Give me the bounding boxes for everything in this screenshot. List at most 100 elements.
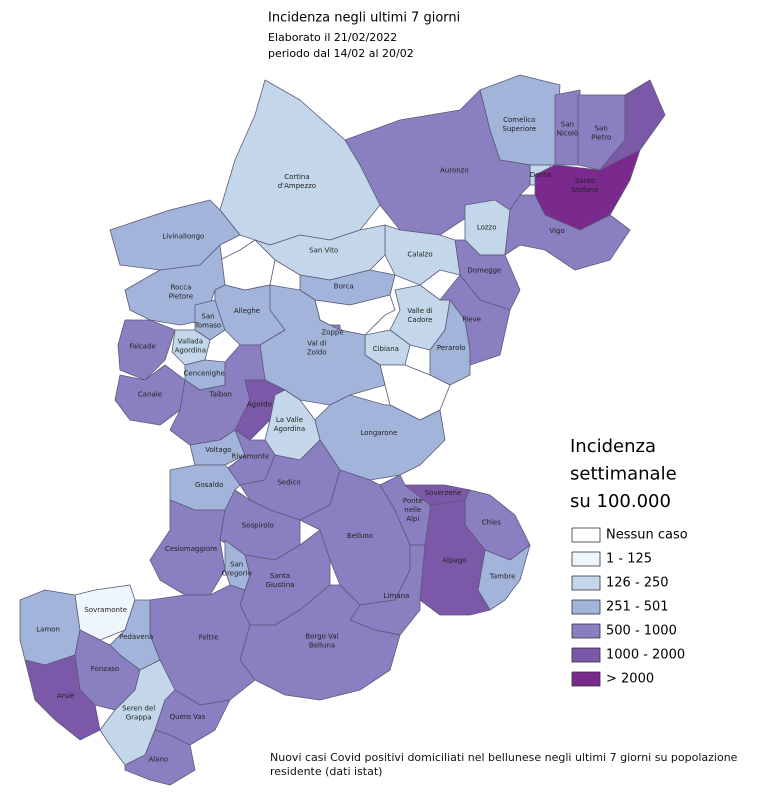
municipality-label: Grappa bbox=[126, 714, 152, 722]
legend-swatch bbox=[571, 527, 601, 543]
municipality-label: San Vito bbox=[309, 246, 338, 254]
municipality bbox=[117, 319, 176, 381]
municipality-label: Alpi bbox=[406, 515, 419, 523]
municipality-label: La Valle bbox=[276, 416, 303, 424]
map-period: periodo dal 14/02 al 20/02 bbox=[268, 47, 414, 60]
municipality-label: Superiore bbox=[502, 125, 536, 133]
municipality-label: Zoldo bbox=[307, 349, 327, 357]
municipality-label: Sedico bbox=[277, 479, 300, 487]
municipality-label: Gosaldo bbox=[195, 481, 223, 489]
legend-swatch bbox=[571, 551, 601, 567]
municipality-label: Soverzene bbox=[425, 489, 462, 497]
municipalities: ComelicoSuperioreSanNicolòSanPietroDanta… bbox=[19, 74, 666, 786]
municipality-label: Vigo bbox=[549, 227, 564, 235]
municipality-label: Belluno bbox=[347, 532, 373, 540]
legend-swatch bbox=[571, 623, 601, 639]
municipality-label: Domegge bbox=[467, 267, 501, 275]
municipality-label: Alleghe bbox=[234, 307, 260, 315]
municipality-label: Alano bbox=[148, 755, 168, 763]
municipality-label: Vallada bbox=[178, 338, 203, 346]
municipality-label: Rocca bbox=[171, 284, 192, 292]
municipality-label: Livinallongo bbox=[162, 233, 204, 241]
municipality-label: Nicolò bbox=[557, 129, 579, 137]
municipality-label: Seren del bbox=[122, 705, 155, 713]
municipality-label: Lamon bbox=[36, 625, 60, 633]
municipality bbox=[24, 654, 101, 741]
municipality-label: Pietore bbox=[169, 293, 193, 301]
municipality-label: Santo bbox=[575, 177, 595, 185]
legend-title: su 100.000 bbox=[570, 491, 671, 512]
municipality-label: Cencenighe bbox=[183, 370, 224, 378]
municipality bbox=[504, 194, 631, 271]
municipality-label: Sospirolo bbox=[242, 522, 274, 530]
legend-swatch bbox=[571, 671, 601, 687]
municipality bbox=[124, 729, 196, 786]
municipality-label: Sovramonte bbox=[84, 606, 127, 614]
municipality-label: d'Ampezzo bbox=[278, 182, 316, 190]
municipality-label: Giustina bbox=[266, 581, 295, 589]
municipality-label: Borca bbox=[334, 282, 354, 290]
legend-swatch bbox=[571, 575, 601, 591]
legend: Incidenza settimanale su 100.000 Nessun cas… bbox=[570, 436, 688, 687]
municipality-label: Canale bbox=[138, 390, 162, 398]
municipality-label: Cibiana bbox=[373, 345, 399, 353]
legend-title: settimanale bbox=[570, 464, 677, 485]
municipality-label: Perarolo bbox=[437, 344, 466, 352]
municipality bbox=[219, 79, 381, 246]
municipality-label: Arsiè bbox=[57, 692, 75, 700]
municipality-label: Agordo bbox=[247, 400, 272, 408]
municipality-label: Falcade bbox=[129, 342, 156, 350]
municipality-label: Tomaso bbox=[194, 322, 221, 330]
municipality-label: San bbox=[201, 313, 214, 321]
municipality-label: Lozzo bbox=[477, 224, 497, 232]
legend-label: 500 - 1000 bbox=[606, 624, 677, 639]
municipality-label: Pietro bbox=[591, 134, 611, 142]
municipality-label: Longarone bbox=[360, 429, 397, 437]
municipality-label: Santa bbox=[270, 572, 290, 580]
municipality-label: Cesiomaggiore bbox=[165, 545, 217, 553]
municipality-label: Stefano bbox=[572, 186, 599, 194]
municipality bbox=[384, 224, 461, 286]
municipality-label: Zoppè bbox=[321, 329, 343, 337]
municipality-label: Valle di bbox=[407, 307, 432, 315]
municipality-label: Chies bbox=[482, 519, 502, 527]
municipality bbox=[194, 299, 226, 341]
map-title: Incidenza negli ultimi 7 giorni bbox=[268, 11, 460, 26]
legend-title: Incidenza bbox=[570, 436, 656, 457]
municipality-label: San bbox=[595, 125, 608, 133]
municipality-label: Rivamonte bbox=[231, 453, 269, 461]
municipality-label: Quero Vas bbox=[170, 713, 206, 721]
municipality-label: Tambre bbox=[489, 572, 516, 580]
municipality-label: Val di bbox=[307, 340, 326, 348]
municipality-label: Fonzaso bbox=[91, 665, 119, 673]
municipality-label: Limana bbox=[384, 592, 410, 600]
municipality-label: Feltre bbox=[199, 634, 219, 642]
legend-label: > 2000 bbox=[606, 672, 654, 687]
legend-label: 126 - 250 bbox=[606, 576, 669, 591]
municipality-label: nelle bbox=[404, 506, 421, 514]
municipality-label: Agordina bbox=[175, 347, 206, 355]
municipality bbox=[344, 89, 531, 236]
municipality-label: Comelico bbox=[503, 116, 535, 124]
footnote: Nuovi casi Covid positivi domiciliati ne… bbox=[270, 751, 738, 778]
legend-swatch bbox=[571, 599, 601, 615]
map-date: Elaborato il 21/02/2022 bbox=[268, 31, 397, 44]
municipality-label: Cadore bbox=[408, 316, 433, 324]
municipality-label: Gregorio bbox=[222, 570, 252, 578]
legend-label: 1 - 125 bbox=[606, 552, 652, 567]
municipality-label: Belluna bbox=[309, 642, 335, 650]
municipality-label: Voltago bbox=[205, 446, 231, 454]
municipality-label: San bbox=[230, 561, 243, 569]
municipality-label: Ponte bbox=[403, 497, 423, 505]
municipality-label: Cortina bbox=[284, 173, 309, 181]
municipality-label: Pedavena bbox=[119, 633, 153, 641]
municipality bbox=[239, 584, 401, 701]
legend-swatch bbox=[571, 647, 601, 663]
municipality-label: Agordina bbox=[274, 425, 305, 433]
municipality-label: Calalzo bbox=[407, 250, 432, 258]
municipality-label: Alpago bbox=[442, 556, 466, 564]
municipality-label: Taibon bbox=[208, 390, 232, 398]
municipality-label: Borgo Val bbox=[305, 633, 338, 641]
